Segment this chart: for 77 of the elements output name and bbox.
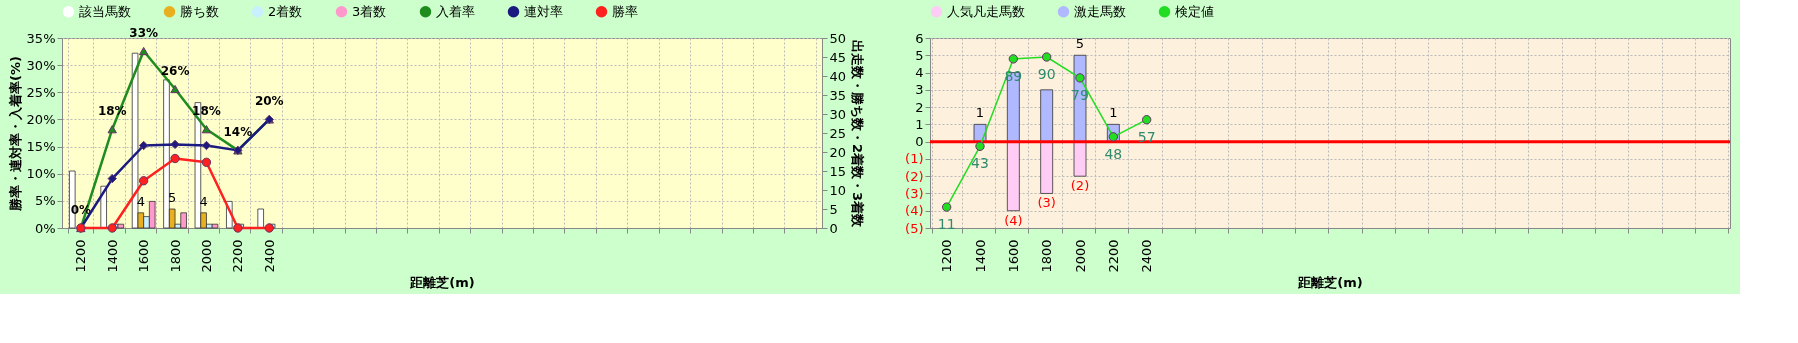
y2-tick-label: 45 xyxy=(829,49,847,65)
y-tick-label: 30% xyxy=(26,57,56,73)
data-label: 18% xyxy=(192,104,221,119)
legend-label: 激走馬数 xyxy=(1074,3,1126,19)
legend-label: 2着数 xyxy=(268,3,303,19)
legend-label: 入着率 xyxy=(436,3,475,19)
y-tick-label: 15% xyxy=(26,139,56,155)
y-tick-label: 4 xyxy=(915,65,924,81)
x-tick-label: 2000 xyxy=(198,239,214,273)
y-tick-label: 35% xyxy=(26,30,56,46)
x-axis-title: 距離芝(m) xyxy=(1297,274,1363,290)
y-tick-label: 0 xyxy=(915,134,924,150)
x-tick-label: 2000 xyxy=(1072,239,1088,273)
y2-axis-title: 出走数・勝ち数・2着数・3着数 xyxy=(850,39,866,229)
data-label: (2) xyxy=(1070,178,1090,194)
x-tick-label: 2400 xyxy=(261,239,277,273)
data-label: (3) xyxy=(1037,195,1056,211)
legend-label: 検定値 xyxy=(1175,3,1214,19)
y-tick-label: (4) xyxy=(905,203,924,219)
y-tick-label: 6 xyxy=(915,30,924,46)
y2-tick-label: 35 xyxy=(829,87,847,103)
data-label: 48 xyxy=(1104,145,1123,162)
x-tick-label: 2200 xyxy=(1105,239,1121,273)
y-axis-title: 勝率・連対率・入着率(%) xyxy=(7,56,23,212)
legend-label: 連対率 xyxy=(524,3,563,19)
data-label: 1 xyxy=(975,105,985,121)
x-tick-label: 1400 xyxy=(972,239,988,273)
data-label: 14% xyxy=(223,125,253,140)
legend-label: 勝率 xyxy=(612,3,638,19)
y2-tick-label: 30 xyxy=(829,106,847,122)
y2-tick-label: 10 xyxy=(829,182,847,198)
y2-tick-label: 25 xyxy=(829,125,847,141)
y-tick-label: 5% xyxy=(34,193,56,209)
x-axis-title: 距離芝(m) xyxy=(409,274,475,290)
data-label: (4) xyxy=(1004,212,1023,228)
y2-tick-label: 50 xyxy=(829,30,847,46)
data-label: 26% xyxy=(160,64,190,79)
data-label: 5 xyxy=(1075,36,1085,52)
x-tick-label: 2400 xyxy=(1139,239,1155,273)
legend-label: 3着数 xyxy=(352,3,387,19)
y-tick-label: 5 xyxy=(915,47,924,63)
x-tick-label: 1600 xyxy=(136,239,152,273)
legend-label: 該当馬数 xyxy=(79,3,131,19)
x-tick-label: 1400 xyxy=(104,239,120,273)
x-tick-label: 1800 xyxy=(1039,239,1055,273)
x-tick-label: 1600 xyxy=(1005,239,1021,273)
y2-tick-label: 0 xyxy=(829,220,838,236)
y-tick-label: 1 xyxy=(915,116,924,132)
y-tick-label: (3) xyxy=(905,185,924,201)
y2-tick-label: 40 xyxy=(829,68,847,84)
y2-tick-label: 5 xyxy=(829,201,838,217)
y-tick-label: 10% xyxy=(26,166,56,182)
data-label: 11 xyxy=(937,216,956,233)
data-label: 33% xyxy=(129,26,159,41)
legend-label: 勝ち数 xyxy=(180,3,219,19)
y-tick-label: (1) xyxy=(905,151,924,167)
y-tick-label: (2) xyxy=(905,168,924,184)
y-tick-label: 25% xyxy=(26,84,56,100)
legend-label: 人気凡走馬数 xyxy=(947,3,1025,19)
y-tick-label: 20% xyxy=(26,111,56,127)
y-tick-label: 0% xyxy=(34,220,56,236)
data-label: 4 xyxy=(199,193,208,209)
y2-tick-label: 20 xyxy=(829,144,847,160)
data-label: 90 xyxy=(1037,66,1056,82)
x-tick-label: 1200 xyxy=(939,239,955,273)
x-tick-label: 2200 xyxy=(230,239,246,273)
y-tick-label: 3 xyxy=(915,82,924,98)
data-label: 5 xyxy=(168,190,177,205)
data-label: 4 xyxy=(136,193,145,209)
x-tick-label: 1800 xyxy=(167,239,183,273)
data-label: 20% xyxy=(254,94,284,109)
y-tick-label: (5) xyxy=(905,220,924,236)
y2-tick-label: 15 xyxy=(829,163,847,179)
data-label: 43 xyxy=(971,155,989,172)
data-label: 1 xyxy=(1109,105,1118,121)
y-tick-label: 2 xyxy=(915,99,924,115)
x-tick-label: 1200 xyxy=(73,239,89,273)
